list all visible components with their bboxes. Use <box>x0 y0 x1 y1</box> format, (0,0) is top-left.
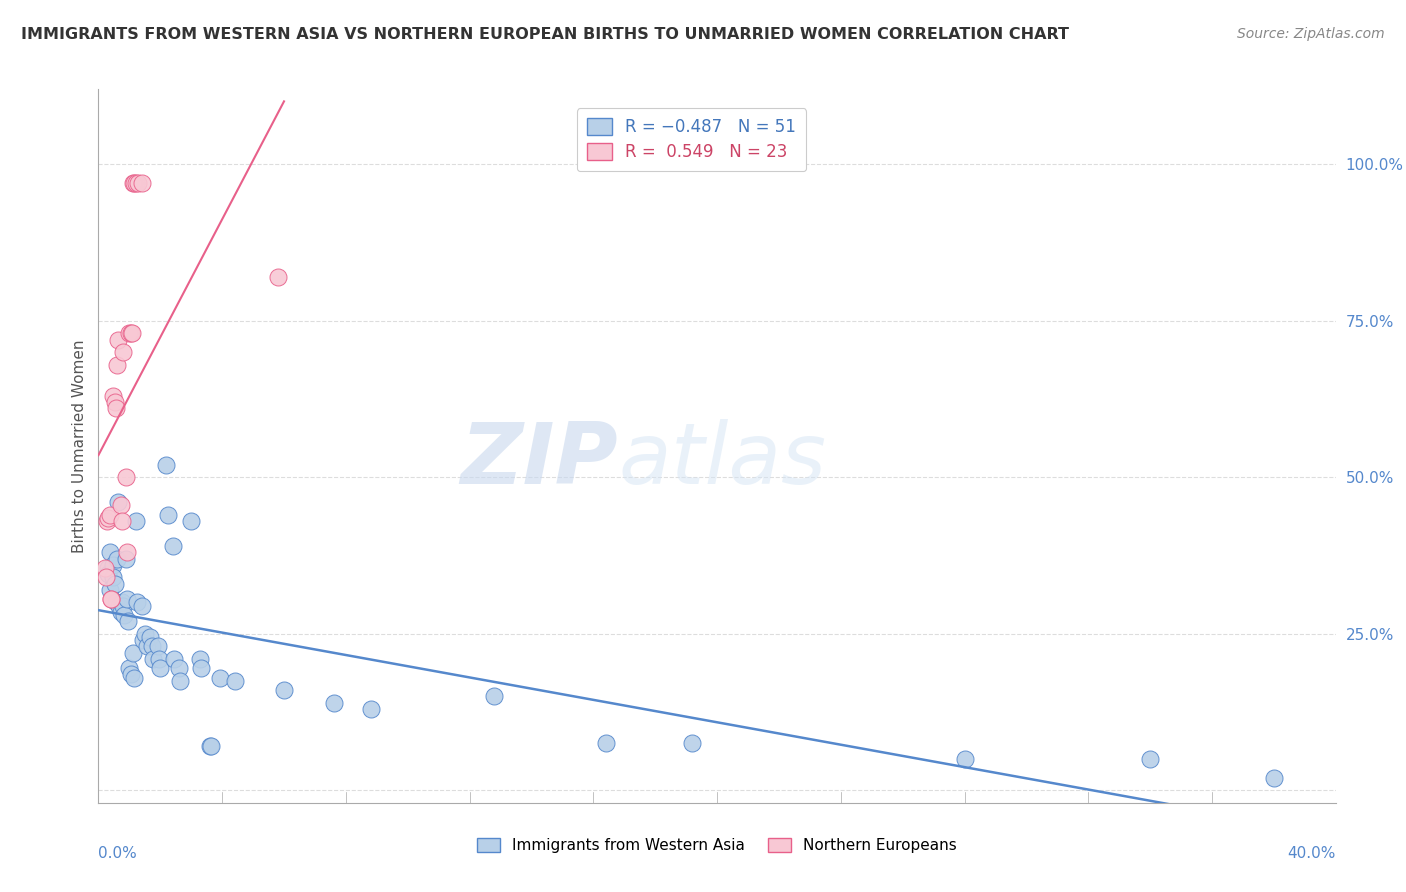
Point <box>120 667 142 681</box>
Text: 40.0%: 40.0% <box>1288 846 1336 861</box>
Point <box>1263 771 1285 785</box>
Point <box>110 499 132 513</box>
Point <box>115 545 138 559</box>
Text: 0.0%: 0.0% <box>98 846 138 861</box>
Point <box>188 652 211 666</box>
Point <box>118 326 141 341</box>
Point <box>135 640 157 654</box>
Point <box>105 358 128 372</box>
Point <box>146 640 169 654</box>
Point <box>208 671 231 685</box>
Point <box>132 633 155 648</box>
Point <box>148 652 170 666</box>
Point <box>110 605 132 619</box>
Point <box>118 661 141 675</box>
Point <box>322 696 344 710</box>
Point <box>139 630 162 644</box>
Point <box>114 470 136 484</box>
Point <box>953 752 976 766</box>
Point <box>200 739 222 754</box>
Point <box>155 458 177 472</box>
Point <box>112 345 135 359</box>
Point <box>103 389 125 403</box>
Point <box>273 683 295 698</box>
Point <box>267 270 290 285</box>
Point <box>124 514 146 528</box>
Point <box>100 592 122 607</box>
Point <box>124 176 146 190</box>
Point <box>141 640 163 654</box>
Point <box>103 576 125 591</box>
Point <box>134 627 156 641</box>
Point <box>103 570 125 584</box>
Point <box>104 401 127 416</box>
Point <box>97 511 120 525</box>
Point <box>98 508 121 522</box>
Text: Source: ZipAtlas.com: Source: ZipAtlas.com <box>1237 27 1385 41</box>
Point <box>162 539 184 553</box>
Point <box>121 326 143 341</box>
Point <box>1139 752 1161 766</box>
Point <box>198 739 221 754</box>
Point <box>595 736 617 750</box>
Point <box>97 561 120 575</box>
Text: ZIP: ZIP <box>460 418 619 502</box>
Point <box>97 567 120 582</box>
Point <box>131 599 153 613</box>
Point <box>120 326 142 341</box>
Text: atlas: atlas <box>619 418 827 502</box>
Point <box>103 395 125 409</box>
Point <box>104 595 127 609</box>
Point <box>124 176 146 190</box>
Point <box>96 514 118 528</box>
Point <box>167 661 190 675</box>
Point <box>107 333 129 347</box>
Point <box>125 595 148 609</box>
Point <box>98 545 121 559</box>
Point <box>124 671 146 685</box>
Legend: R = −0.487   N = 51, R =  0.549   N = 23: R = −0.487 N = 51, R = 0.549 N = 23 <box>576 108 806 171</box>
Point <box>156 508 179 522</box>
Point <box>122 646 145 660</box>
Point <box>131 176 153 190</box>
Point <box>117 614 139 628</box>
Point <box>681 736 703 750</box>
Point <box>224 673 246 688</box>
Point <box>169 673 191 688</box>
Point <box>112 607 135 622</box>
Point <box>122 176 145 190</box>
Point <box>142 652 165 666</box>
Point <box>190 661 212 675</box>
Point <box>360 702 382 716</box>
Point <box>105 551 128 566</box>
Point <box>127 176 149 190</box>
Point <box>112 599 135 613</box>
Point <box>114 551 136 566</box>
Point <box>180 514 202 528</box>
Point <box>111 514 134 528</box>
Y-axis label: Births to Unmarried Women: Births to Unmarried Women <box>72 339 87 553</box>
Point <box>149 661 172 675</box>
Point <box>163 652 186 666</box>
Point <box>93 561 115 575</box>
Point <box>484 690 506 704</box>
Point <box>111 595 134 609</box>
Point <box>98 582 121 597</box>
Point <box>107 495 129 509</box>
Point <box>100 592 122 607</box>
Point <box>115 592 138 607</box>
Point <box>94 570 117 584</box>
Point <box>103 558 125 572</box>
Point <box>108 599 131 613</box>
Text: IMMIGRANTS FROM WESTERN ASIA VS NORTHERN EUROPEAN BIRTHS TO UNMARRIED WOMEN CORR: IMMIGRANTS FROM WESTERN ASIA VS NORTHERN… <box>21 27 1069 42</box>
